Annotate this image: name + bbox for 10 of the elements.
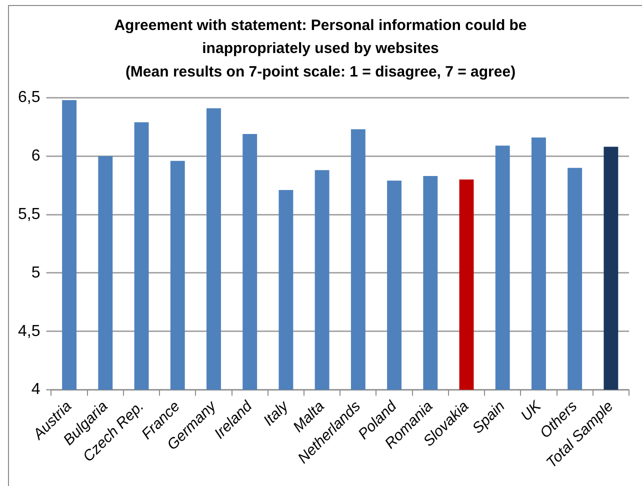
x-tick-label: Italy [260, 396, 293, 430]
y-tick-label: 6,5 [18, 89, 40, 106]
chart-subtitle: (Mean results on 7-point scale: 1 = disagree, 7 = agree) [125, 63, 516, 80]
y-tick-label: 4,5 [18, 322, 40, 340]
x-tick-label: UK [518, 397, 546, 425]
y-tick-label: 5 [31, 264, 40, 282]
y-tick-label: 4 [31, 381, 40, 398]
chart-title: Agreement with statement: Personal information could be inappropriately used by websites [114, 16, 527, 58]
y-tick-label: 6 [31, 148, 40, 165]
y-tick-label: 5,5 [18, 206, 40, 223]
